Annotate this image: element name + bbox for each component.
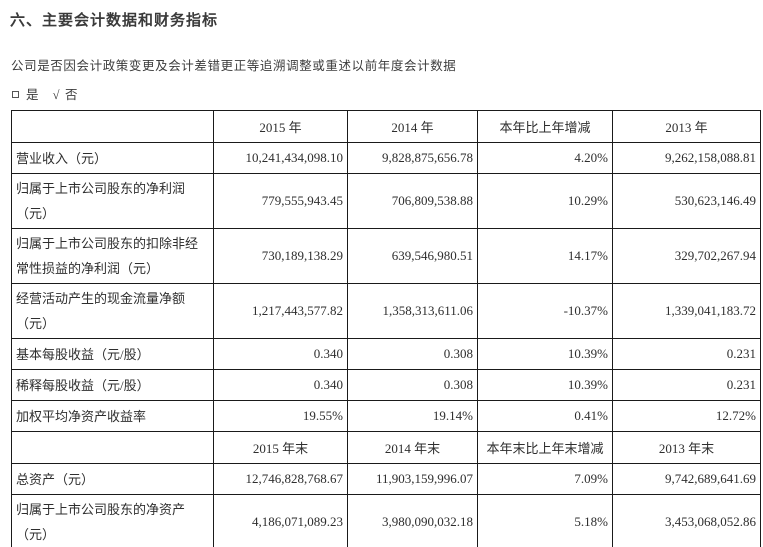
value-cell: 730,189,138.29 [213, 228, 348, 284]
value-cell: 9,828,875,656.78 [347, 142, 478, 174]
header-cell-2015-end: 2015 年末 [213, 431, 348, 464]
value-cell: 12.72% [612, 400, 761, 432]
value-cell: 9,742,689,641.69 [612, 463, 761, 495]
value-cell: 10,241,434,098.10 [213, 142, 348, 174]
value-cell: 10.39% [477, 338, 613, 370]
table-row-weighted-avg-roe: 加权平均净资产收益率 19.55% 19.14% 0.41% 12.72% [11, 400, 761, 432]
table-header-row-annual: 2015 年 2014 年 本年比上年增减 2013 年 [11, 110, 761, 143]
check-icon: √ [52, 88, 61, 102]
value-cell: 1,358,313,611.06 [347, 283, 478, 339]
row-label: 归属于上市公司股东的净利润（元） [11, 173, 214, 229]
header-cell [11, 110, 214, 143]
checkbox-unchecked-icon [12, 91, 19, 98]
value-cell: 0.308 [347, 338, 478, 370]
row-label: 归属于上市公司股东的净资产（元） [11, 494, 214, 547]
value-cell: -10.37% [477, 283, 613, 339]
header-cell-2014-end: 2014 年末 [347, 431, 478, 464]
value-cell: 19.14% [347, 400, 478, 432]
value-cell: 0.231 [612, 338, 761, 370]
value-cell: 5.18% [477, 494, 613, 547]
row-label: 总资产（元） [11, 463, 214, 495]
value-cell: 0.340 [213, 338, 348, 370]
row-label: 加权平均净资产收益率 [11, 400, 214, 432]
restatement-question-text: 公司是否因会计政策变更及会计差错更正等追溯调整或重述以前年度会计数据 [11, 59, 457, 73]
value-cell: 7.09% [477, 463, 613, 495]
header-cell-2013: 2013 年 [612, 110, 761, 143]
checkbox-yes-label: 是 [26, 88, 40, 102]
checkbox-option-no: √ 否 [53, 88, 78, 102]
value-cell: 706,809,538.88 [347, 173, 478, 229]
value-cell: 14.17% [477, 228, 613, 284]
value-cell: 639,546,980.51 [347, 228, 478, 284]
table-row-revenue: 营业收入（元） 10,241,434,098.10 9,828,875,656.… [11, 142, 761, 174]
header-cell-yoy-change: 本年比上年增减 [477, 110, 613, 143]
header-cell-2013-end: 2013 年末 [612, 431, 761, 464]
table-row-basic-eps: 基本每股收益（元/股） 0.340 0.308 10.39% 0.231 [11, 338, 761, 370]
table-row-total-assets: 总资产（元） 12,746,828,768.67 11,903,159,996.… [11, 463, 761, 495]
value-cell: 4.20% [477, 142, 613, 174]
value-cell: 9,262,158,088.81 [612, 142, 761, 174]
value-cell: 4,186,071,089.23 [213, 494, 348, 547]
value-cell: 0.308 [347, 369, 478, 401]
value-cell: 11,903,159,996.07 [347, 463, 478, 495]
header-cell-year-end-change: 本年末比上年末增减 [477, 431, 613, 464]
table-row-net-profit: 归属于上市公司股东的净利润（元） 779,555,943.45 706,809,… [11, 173, 761, 229]
table-header-row-year-end: 2015 年末 2014 年末 本年末比上年末增减 2013 年末 [11, 431, 761, 464]
value-cell: 779,555,943.45 [213, 173, 348, 229]
value-cell: 0.340 [213, 369, 348, 401]
value-cell: 1,217,443,577.82 [213, 283, 348, 339]
header-cell-2015: 2015 年 [213, 110, 348, 143]
value-cell: 329,702,267.94 [612, 228, 761, 284]
value-cell: 3,980,090,032.18 [347, 494, 478, 547]
checkbox-row: 是 √ 否 [12, 84, 763, 103]
row-label: 营业收入（元） [11, 142, 214, 174]
section-title: 六、主要会计数据和财务指标 [10, 13, 219, 29]
value-cell: 12,746,828,768.67 [213, 463, 348, 495]
value-cell: 19.55% [213, 400, 348, 432]
row-label: 经营活动产生的现金流量净额（元） [11, 283, 214, 339]
value-cell: 3,453,068,052.86 [612, 494, 761, 547]
table-row-net-profit-excl-nonrecurring: 归属于上市公司股东的扣除非经常性损益的净利润（元） 730,189,138.29… [11, 228, 761, 284]
table-row-net-assets: 归属于上市公司股东的净资产（元） 4,186,071,089.23 3,980,… [11, 494, 761, 547]
value-cell: 1,339,041,183.72 [612, 283, 761, 339]
checkbox-option-yes: 是 [12, 88, 39, 102]
table-row-diluted-eps: 稀释每股收益（元/股） 0.340 0.308 10.39% 0.231 [11, 369, 761, 401]
value-cell: 10.39% [477, 369, 613, 401]
value-cell: 530,623,146.49 [612, 173, 761, 229]
financial-indicators-table: 2015 年 2014 年 本年比上年增减 2013 年 营业收入（元） 10,… [11, 110, 761, 547]
header-cell-2014: 2014 年 [347, 110, 478, 143]
row-label: 归属于上市公司股东的扣除非经常性损益的净利润（元） [11, 228, 214, 284]
value-cell: 10.29% [477, 173, 613, 229]
checkbox-no-label: 否 [65, 88, 79, 102]
header-cell [11, 431, 214, 464]
row-label: 基本每股收益（元/股） [11, 338, 214, 370]
table-row-operating-cash-flow: 经营活动产生的现金流量净额（元） 1,217,443,577.82 1,358,… [11, 283, 761, 339]
value-cell: 0.231 [612, 369, 761, 401]
row-label: 稀释每股收益（元/股） [11, 369, 214, 401]
value-cell: 0.41% [477, 400, 613, 432]
